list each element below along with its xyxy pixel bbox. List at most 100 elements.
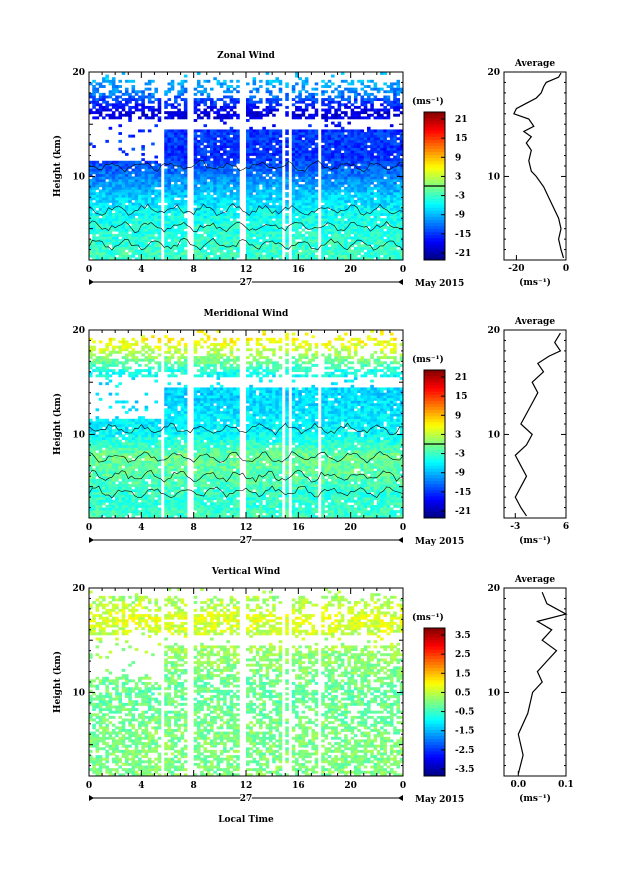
heatmap-cell xyxy=(291,166,296,169)
heatmap-cell xyxy=(308,205,312,209)
heatmap-cell xyxy=(308,210,312,214)
heatmap-cell xyxy=(154,215,158,219)
heatmap-cell xyxy=(314,100,319,104)
heatmap-cell xyxy=(232,152,237,156)
heatmap-cell xyxy=(295,147,299,151)
heatmap-cell xyxy=(291,223,296,227)
heatmap-cell xyxy=(298,92,302,96)
heatmap-cell xyxy=(295,226,299,229)
heatmap-cell xyxy=(134,184,139,188)
heatmap-cell xyxy=(376,134,381,138)
heatmap-cell xyxy=(337,142,342,146)
heatmap-cell xyxy=(170,137,175,141)
heatmap-cell xyxy=(154,87,158,91)
heatmap-cell xyxy=(229,150,234,154)
heatmap-cell xyxy=(89,371,93,375)
heatmap-cell xyxy=(210,108,214,112)
heatmap-cell xyxy=(396,192,401,196)
heatmap-cell xyxy=(252,105,257,109)
heatmap-cell xyxy=(203,197,208,201)
heatmap-cell xyxy=(272,145,276,149)
heatmap-cell xyxy=(285,184,289,188)
heatmap-cell xyxy=(203,236,208,240)
heatmap-cell xyxy=(223,236,227,240)
heatmap-cell xyxy=(334,111,338,115)
heatmap-cell xyxy=(363,160,368,164)
heatmap-cell xyxy=(255,173,260,177)
heatmap-cell xyxy=(223,220,227,224)
heatmap-cell xyxy=(206,142,211,146)
heatmap-cell xyxy=(183,152,188,156)
heatmap-cell xyxy=(314,87,319,91)
heatmap-cell xyxy=(121,210,126,214)
heatmap-cell xyxy=(357,186,361,190)
heatmap-cell xyxy=(311,181,315,185)
heatmap-cell xyxy=(216,163,221,167)
heatmap-cell xyxy=(272,226,276,229)
heatmap-cell xyxy=(360,87,365,91)
heatmap-cell xyxy=(389,197,394,201)
heatmap-cell xyxy=(357,173,361,177)
heatmap-cell xyxy=(229,186,234,190)
heatmap-cell xyxy=(223,79,227,83)
heatmap-cell xyxy=(105,233,109,237)
heatmap-cell xyxy=(268,100,273,104)
heatmap-cell xyxy=(246,246,250,250)
heatmap-cell xyxy=(154,223,158,227)
heatmap-cell xyxy=(95,116,100,120)
heatmap-cell xyxy=(252,239,257,243)
heatmap-cell xyxy=(111,82,116,86)
heatmap-cell xyxy=(174,173,178,177)
heatmap-cell xyxy=(92,181,96,185)
heatmap-cell xyxy=(376,184,381,188)
heatmap-cell xyxy=(262,192,266,196)
heatmap-cell xyxy=(111,179,116,182)
heatmap-cell xyxy=(128,246,132,250)
heatmap-cell xyxy=(193,186,198,190)
heatmap-cell xyxy=(367,228,371,232)
heatmap-cell xyxy=(111,98,116,102)
heatmap-cell xyxy=(134,246,139,250)
heatmap-cell xyxy=(157,205,162,209)
heatmap-cell xyxy=(232,147,237,151)
heatmap-cell xyxy=(399,105,404,109)
heatmap-cell xyxy=(383,158,387,162)
heatmap-cell xyxy=(360,160,365,164)
heatmap-cell xyxy=(285,85,289,88)
heatmap-cell xyxy=(334,207,338,211)
heatmap-cell xyxy=(246,166,250,169)
heatmap-cell xyxy=(246,105,250,109)
heatmap-cell xyxy=(157,111,162,115)
heatmap-cell xyxy=(262,254,266,258)
heatmap-cell xyxy=(389,233,394,237)
heatmap-cell xyxy=(131,111,136,115)
heatmap-cell xyxy=(236,197,240,201)
heatmap-cell xyxy=(331,257,335,261)
heatmap-cell xyxy=(183,168,188,172)
heatmap-cell xyxy=(95,168,100,172)
heatmap-cell xyxy=(255,192,260,196)
heatmap-cell xyxy=(331,249,335,253)
heatmap-cell xyxy=(89,431,93,435)
heatmap-cell xyxy=(370,252,374,256)
heatmap-cell xyxy=(147,181,152,185)
heatmap-cell xyxy=(304,160,309,164)
y-axis-label: Height (km) xyxy=(52,135,63,197)
heatmap-cell xyxy=(295,220,299,224)
heatmap-cell xyxy=(295,249,299,253)
heatmap-cell xyxy=(301,241,306,245)
heatmap-cell xyxy=(174,179,178,182)
heatmap-cell xyxy=(151,205,155,209)
heatmap-cell xyxy=(147,192,152,196)
heatmap-cell xyxy=(255,166,260,169)
heatmap-cell xyxy=(144,116,149,120)
heatmap-cell xyxy=(183,139,188,143)
heatmap-cell xyxy=(383,111,387,115)
heatmap-cell xyxy=(399,241,404,245)
heatmap-cell xyxy=(219,113,224,117)
heatmap-cell xyxy=(102,231,106,235)
heatmap-cell xyxy=(360,132,365,135)
heatmap-cell xyxy=(291,113,296,117)
heatmap-cell xyxy=(340,129,345,133)
heatmap-cell xyxy=(223,108,227,112)
